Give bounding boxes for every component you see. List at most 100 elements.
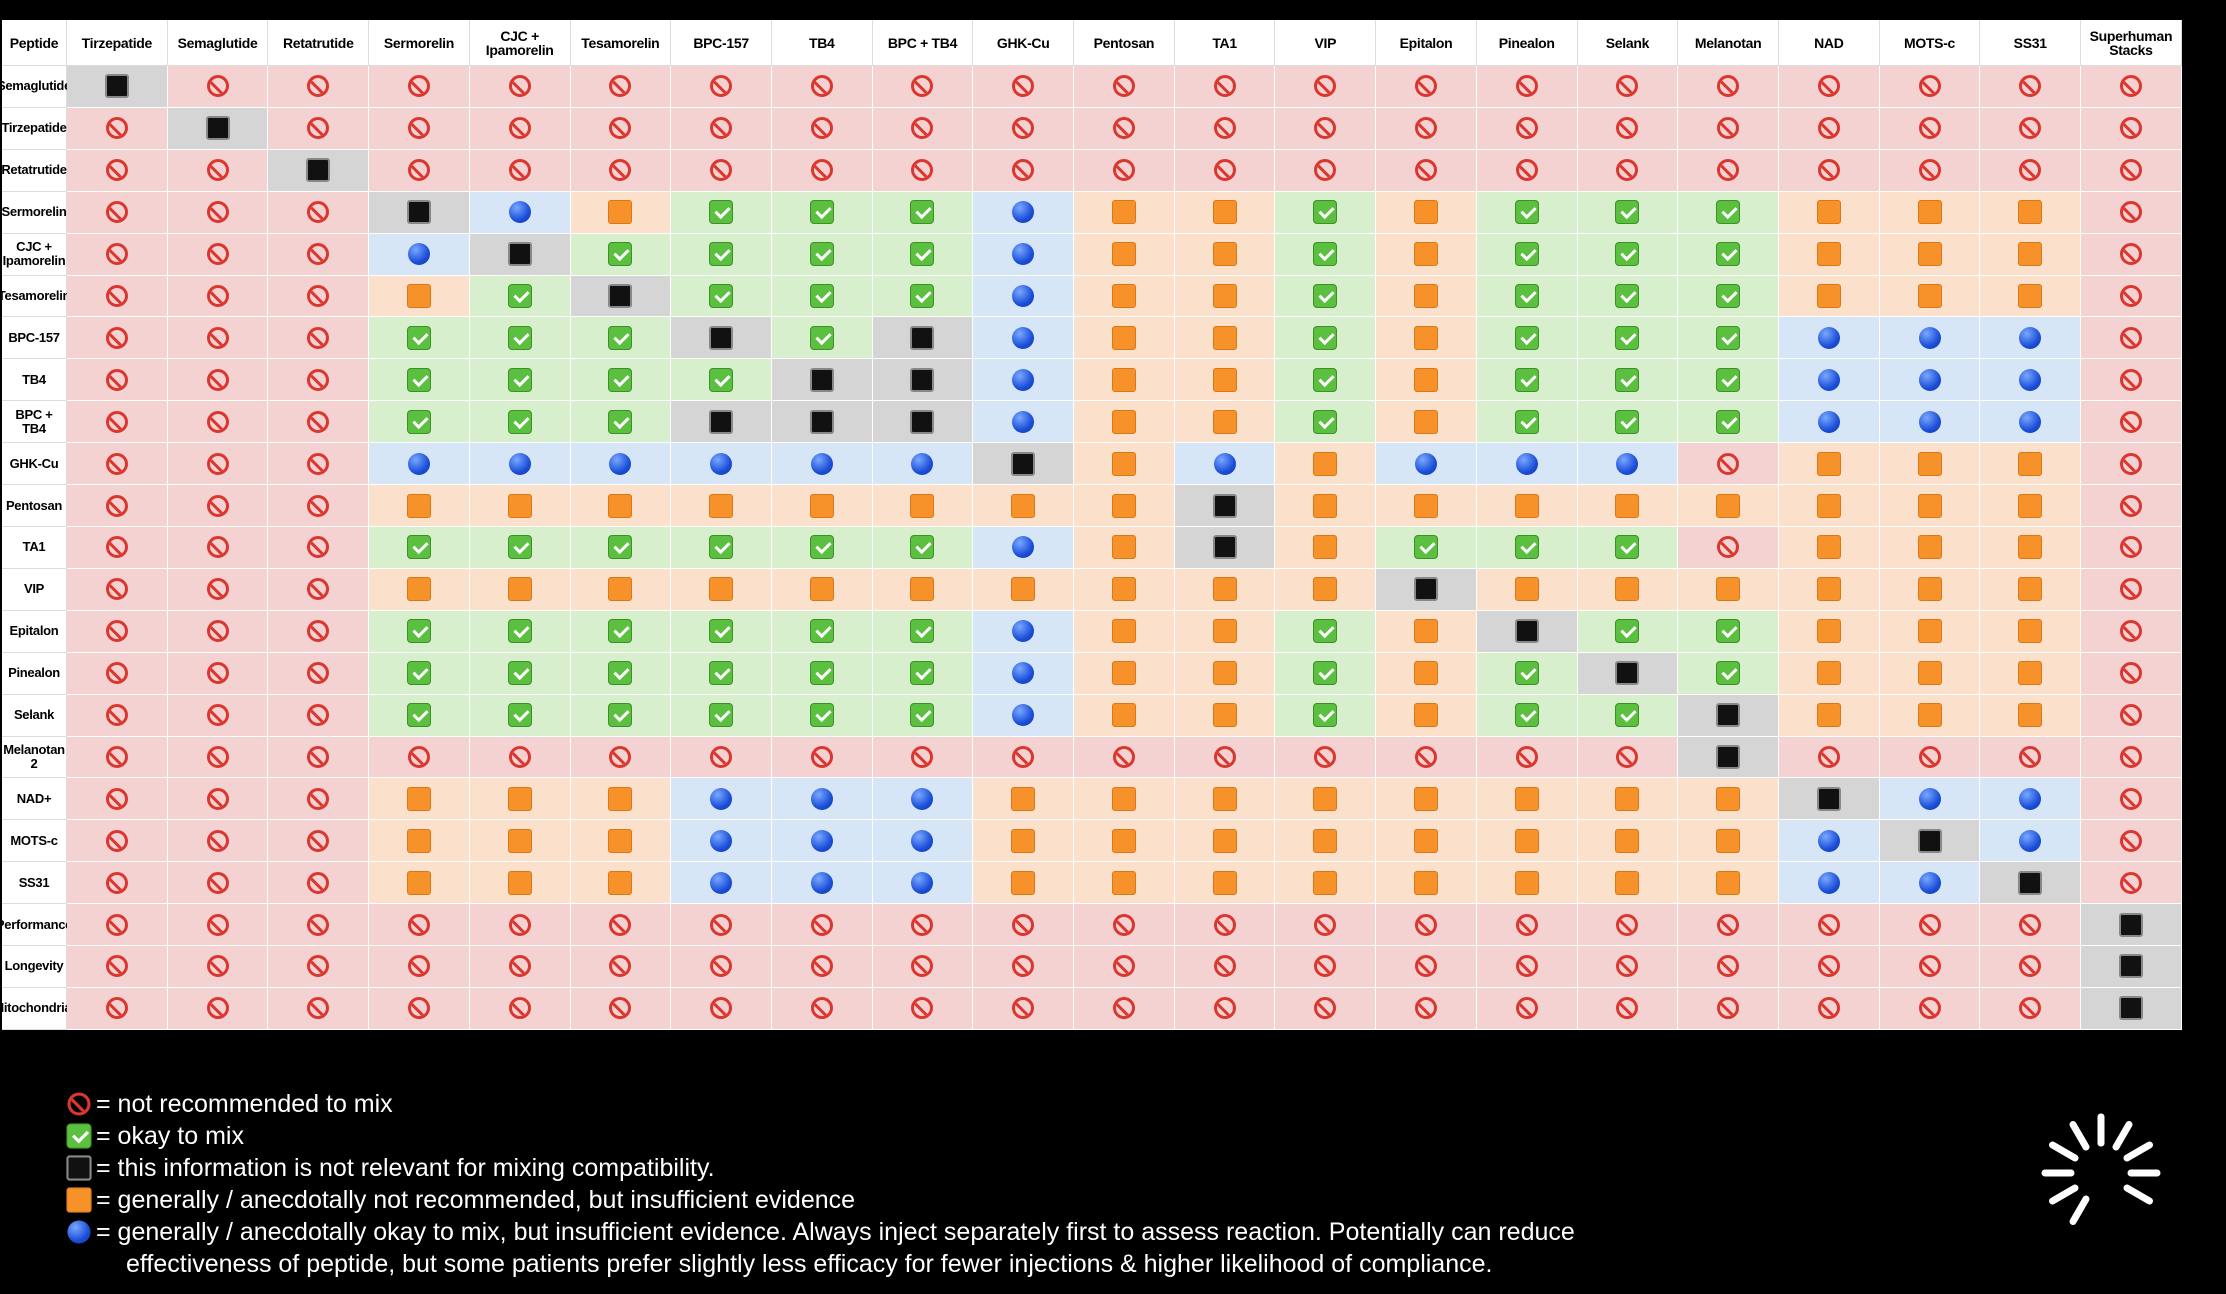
table-cell [872,987,974,1030]
orange-square-icon [507,870,532,895]
table-cell [1376,317,1477,360]
not-relevant-square-icon [1011,451,1036,476]
table-cell [1174,485,1276,527]
not-recommended-icon [2119,578,2142,601]
not-recommended-icon [1918,159,1941,182]
table-cell [469,149,571,192]
okay-check-icon [608,535,633,560]
orange-square-icon [1413,325,1438,350]
table-cell [1577,275,1679,318]
table-cell [1174,904,1276,947]
orange-square-icon [1212,367,1237,392]
table-cell [167,233,269,276]
not-recommended-icon [1012,913,1035,936]
table-cell [1879,610,1981,653]
legend-item: = this information is not relevant for m… [64,1152,1575,1184]
table-cell [1778,568,1880,611]
blue-circle-icon [1012,368,1035,391]
not-recommended-icon [1314,117,1337,140]
table-cell [1074,107,1175,150]
table-cell [1879,820,1981,863]
table-cell [268,107,370,150]
table-cell [1879,66,1981,108]
not-recommended-icon [206,536,229,559]
not-recommended-icon [911,913,934,936]
not-recommended-icon [710,745,733,768]
orange-square-icon [406,283,431,308]
okay-check-icon [1514,661,1539,686]
row-header: VIP [2,568,67,611]
not-recommended-icon [1213,997,1236,1020]
not-recommended-icon [206,75,229,98]
table-cell [167,149,269,192]
table-cell [671,191,772,234]
table-cell [671,66,772,108]
not-recommended-icon [2119,243,2142,266]
okay-check-icon [809,661,834,686]
table-cell [973,401,1075,444]
row-header: Longevity [2,946,67,988]
not-recommended-icon [1515,75,1538,98]
orange-square-icon [1917,242,1942,267]
table-cell [1376,149,1477,192]
table-cell [1577,359,1679,402]
table-cell [872,485,974,527]
table-cell [1678,443,1779,486]
column-header: Superhuman Stacks [2081,20,2182,66]
table-cell [872,317,974,360]
not-recommended-icon [407,159,430,182]
table-cell [469,862,571,905]
orange-square-icon [1212,828,1237,853]
not-recommended-icon [2119,368,2142,391]
not-recommended-icon [810,997,833,1020]
table-cell [369,275,470,318]
orange-square-icon [1917,535,1942,560]
orange-square-icon [1111,283,1136,308]
blue-circle-icon [1012,410,1035,433]
table-cell [1879,317,1981,360]
orange-square-icon [1816,661,1841,686]
orange-square-icon [1615,870,1640,895]
table-cell [1074,778,1175,821]
table-cell [1174,526,1276,569]
table-cell [1275,275,1377,318]
table-cell [771,694,873,737]
table-cell [1275,526,1377,569]
table-cell [872,526,974,569]
table-cell [369,526,470,569]
table-cell [67,610,168,653]
orange-square-icon [1413,493,1438,518]
orange-square-icon [1413,661,1438,686]
table-cell [167,485,269,527]
not-recommended-icon [1515,117,1538,140]
table-cell [67,987,168,1030]
blue-circle-icon [1012,201,1035,224]
orange-square-icon [1111,367,1136,392]
okay-check-icon [1313,283,1338,308]
table-cell [1577,778,1679,821]
okay-check-icon [709,242,734,267]
table-cell [268,485,370,527]
okay-check-icon [507,703,532,728]
table-cell [973,149,1075,192]
table-cell [771,862,873,905]
blue-circle-icon [2019,368,2042,391]
table-cell [1376,778,1477,821]
table-cell [771,359,873,402]
not-recommended-icon [710,955,733,978]
table-cell [671,694,772,737]
blue-circle-icon [2019,787,2042,810]
okay-check-icon [1716,409,1741,434]
table-cell [570,107,672,150]
table-cell [1577,233,1679,276]
table-cell [1174,987,1276,1030]
table-cell [1376,191,1477,234]
table-cell [469,233,571,276]
table-cell [671,862,772,905]
table-cell [469,568,571,611]
table-cell [67,946,168,988]
blue-circle-icon [1918,410,1941,433]
not-recommended-icon [1817,745,1840,768]
table-cell [570,359,672,402]
orange-square-icon [1111,703,1136,728]
